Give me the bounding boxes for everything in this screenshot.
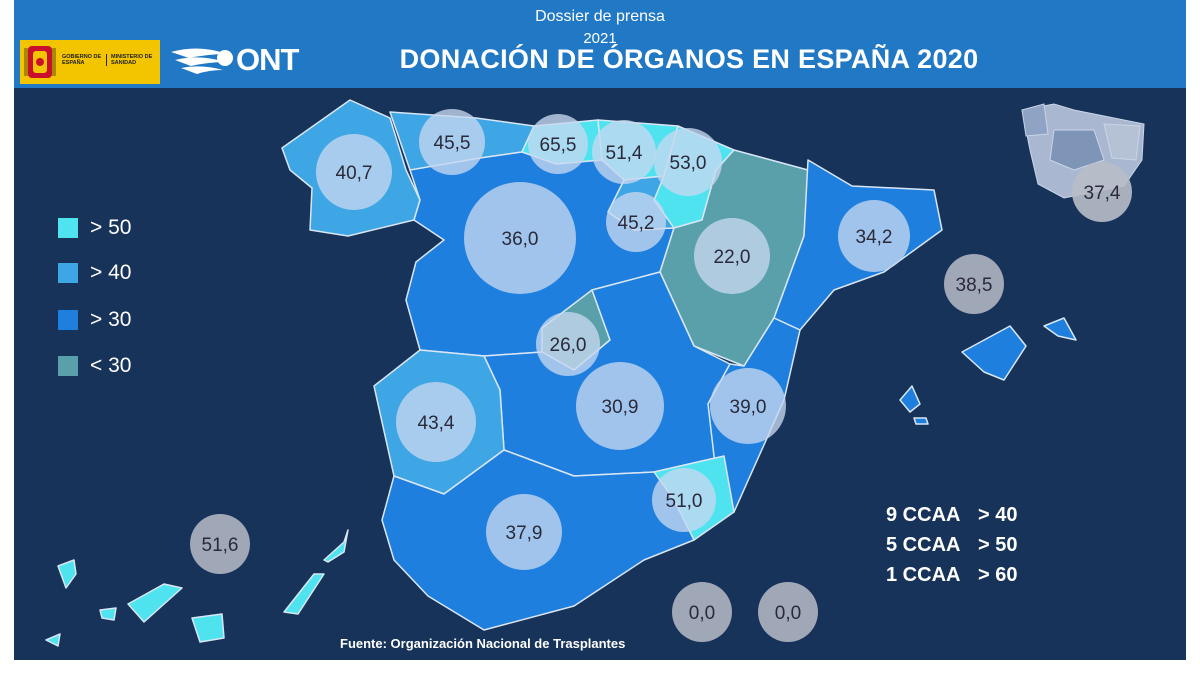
bubble-ceuta: 0,0 [672,582,732,642]
value-label-castilla-la-mancha: 30,9 [602,397,639,418]
ministry-logo-text: MINISTERIO DE SANIDAD [106,54,161,66]
value-label-melilla: 0,0 [775,603,801,624]
bubble-galicia: 40,7 [316,134,392,210]
region-canarias-6 [323,529,349,563]
value-label-valencia: 39,0 [730,397,767,418]
value-label-andalucia: 37,9 [506,523,543,544]
value-label-asturias: 45,5 [434,133,471,154]
legend-label-gt30: > 30 [90,308,132,331]
bubble-melilla: 0,0 [758,582,818,642]
summary-threshold: > 40 [978,504,1018,526]
value-label-castilla-y-leon: 36,0 [502,229,539,250]
value-bubbles: 40,7 45,5 65,5 51,4 53,0 45,2 36,0 22,0 … [190,109,1132,642]
region-canarias-2 [99,607,117,621]
bubble-asturias: 45,5 [419,109,485,175]
legend-swatch-gt40 [58,263,78,283]
summary-row-2: 5 CCAA > 50 [886,534,1017,557]
dossier-year: 2021 [583,30,617,47]
header-bar: Dossier de prensa 2021 GOBIERNO DE ESPAÑ… [14,0,1186,88]
value-label-espana: 37,4 [1084,183,1121,204]
legend-swatch-gt30 [58,310,78,330]
bubble-espana: 37,4 [1072,162,1132,222]
page-title: DONACIÓN DE ÓRGANOS EN ESPAÑA 2020 [399,44,979,74]
value-label-extremadura: 43,4 [418,413,455,434]
bubble-navarra: 53,0 [654,128,722,196]
bubble-extremadura: 43,4 [396,382,476,462]
ont-logo-text: ONT [236,42,299,77]
summary-count: 9 CCAA [886,504,961,526]
bubble-pais-vasco: 51,4 [592,120,656,184]
legend-swatch-gt50 [58,218,78,238]
bubble-castilla-la-mancha: 30,9 [576,362,664,450]
legend-label-gt40: > 40 [90,261,132,284]
region-baleares-mallorca [961,325,1027,381]
bubble-murcia: 51,0 [652,468,716,532]
bubble-aragon: 22,0 [694,218,770,294]
region-baleares-formentera [913,417,929,425]
region-canarias-5 [283,573,325,615]
bubble-la-rioja: 45,2 [606,192,666,252]
region-baleares-menorca [1043,317,1077,341]
bubble-valencia: 39,0 [710,368,786,444]
government-logo: GOBIERNO DE ESPAÑA MINISTERIO DE SANIDAD [20,40,160,84]
legend-swatch-lt30 [58,356,78,376]
bubble-castilla-y-leon: 36,0 [464,182,576,294]
bubble-baleares: 38,5 [944,254,1004,314]
value-label-baleares: 38,5 [956,275,993,296]
region-baleares-ibiza [899,385,921,413]
bubble-cantabria: 65,5 [528,114,588,174]
legend-label-lt30: < 30 [90,354,132,377]
value-label-navarra: 53,0 [670,153,707,174]
coat-of-arms-icon [24,46,56,78]
summary-count: 1 CCAA [886,564,961,586]
summary-row-3: 1 CCAA > 60 [886,564,1017,587]
source-note: Fuente: Organización Nacional de Traspla… [340,636,626,651]
summary-threshold: > 50 [978,534,1018,556]
summary-count: 5 CCAA [886,534,961,556]
legend-label-gt50: > 50 [90,216,132,239]
value-label-galicia: 40,7 [336,163,373,184]
summary-row-1: 9 CCAA > 40 [886,504,1017,527]
spain-donation-map: 40,7 45,5 65,5 51,4 53,0 45,2 36,0 22,0 … [45,99,1145,647]
value-label-la-rioja: 45,2 [618,213,655,234]
region-canarias-4 [191,613,225,643]
region-canarias-1 [57,559,77,589]
bubble-madrid: 26,0 [536,312,600,376]
bubble-canarias: 51,6 [190,514,250,574]
value-label-murcia: 51,0 [666,491,703,512]
value-label-madrid: 26,0 [550,335,587,356]
slide: Dossier de prensa 2021 GOBIERNO DE ESPAÑ… [14,0,1186,660]
bubble-cataluna: 34,2 [838,200,910,272]
value-label-aragon: 22,0 [714,247,751,268]
value-label-canarias: 51,6 [202,535,239,556]
value-label-ceuta: 0,0 [689,603,715,624]
bubble-andalucia: 37,9 [486,494,562,570]
ont-wing-icon [171,48,233,74]
value-label-cataluna: 34,2 [856,227,893,248]
dossier-label: Dossier de prensa [535,8,665,25]
value-label-pais-vasco: 51,4 [606,143,643,164]
region-canarias-3 [127,583,183,623]
summary-threshold: > 60 [978,564,1018,586]
value-label-cantabria: 65,5 [540,135,577,156]
gov-logo-text: GOBIERNO DE ESPAÑA [62,54,102,66]
region-canarias-7 [45,633,61,647]
